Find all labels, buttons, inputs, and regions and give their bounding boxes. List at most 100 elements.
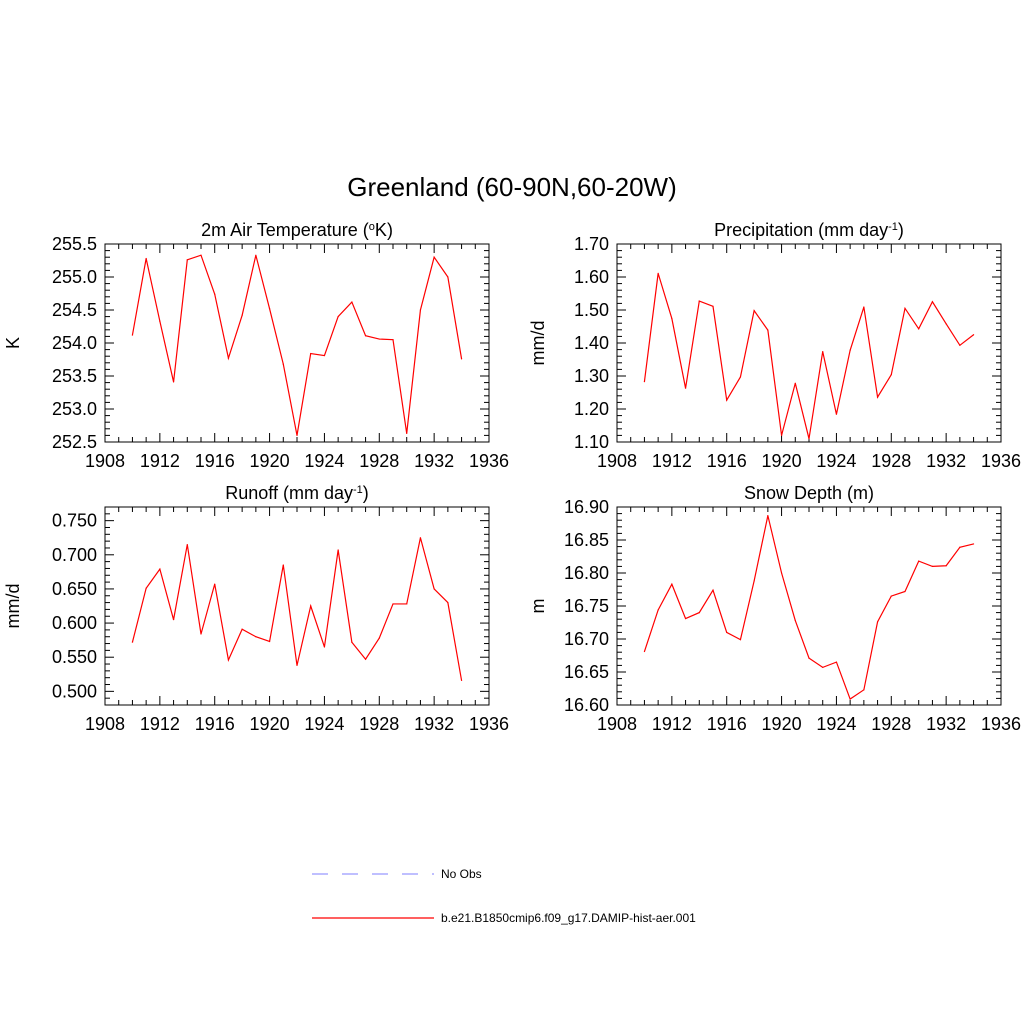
data-point (214, 293, 216, 295)
y-tick-label: 1.20 (574, 399, 609, 419)
data-point (876, 621, 879, 623)
data-point (392, 603, 394, 605)
data-point (643, 381, 646, 383)
x-tick-label: 1912 (140, 451, 180, 471)
data-point (835, 661, 838, 663)
data-point (378, 338, 380, 340)
data-point (780, 572, 783, 574)
data-point (684, 617, 687, 620)
x-tick-label: 1908 (597, 451, 637, 471)
data-point (739, 639, 742, 641)
series-line-runoff (131, 537, 463, 681)
data-point (351, 301, 353, 303)
data-point (822, 350, 824, 353)
series-line-temperature (131, 254, 463, 436)
data-point (739, 376, 742, 378)
x-tick-label: 1924 (304, 451, 344, 471)
data-point (959, 546, 961, 548)
data-point (945, 565, 947, 567)
x-tick-label: 1920 (250, 451, 290, 471)
x-tick-label: 1936 (981, 714, 1021, 734)
y-tick-label: 16.80 (564, 563, 609, 583)
data-point (684, 387, 687, 389)
data-point (282, 363, 284, 365)
y-axis-label: mm/d (3, 584, 23, 629)
data-point (214, 583, 216, 585)
panel-title: Precipitation (mm day-1) (714, 220, 904, 240)
x-tick-label: 1928 (359, 451, 399, 471)
plot-frame (104, 243, 490, 443)
legend: No Obs b.e21.B1850cmip6.f09_g17.DAMIP-his… (312, 867, 696, 925)
y-tick-label: 1.70 (574, 234, 609, 254)
y-tick-label: 16.75 (564, 596, 609, 616)
data-point (145, 587, 147, 589)
data-point (186, 259, 188, 261)
data-point (726, 399, 728, 401)
y-tick-label: 1.40 (574, 333, 609, 353)
panel-title: Snow Depth (m) (744, 483, 874, 503)
x-tick-label: 1912 (652, 714, 692, 734)
x-tick-label: 1932 (414, 451, 454, 471)
data-point (767, 329, 769, 331)
series-line-snow-depth (643, 515, 974, 700)
x-tick-label: 1932 (414, 714, 454, 734)
data-point (296, 434, 298, 436)
data-point (753, 580, 755, 582)
x-tick-label: 1916 (195, 451, 235, 471)
panel-title: 2m Air Temperature (oK) (201, 220, 393, 240)
data-point (794, 619, 796, 622)
panel-grid: 2m Air Temperature (oK) K 1908 1912 1916 1920… (3, 220, 1021, 734)
data-point (364, 658, 367, 660)
data-point (712, 589, 714, 591)
data-point (794, 382, 796, 384)
data-point (904, 590, 906, 593)
data-point (698, 300, 700, 302)
data-point (447, 276, 449, 278)
data-point (890, 595, 892, 597)
y-axis-label: m (528, 599, 548, 614)
data-point (131, 641, 134, 643)
data-point (310, 605, 312, 607)
data-point (945, 323, 947, 325)
y-tick-label: 16.65 (564, 662, 609, 682)
data-point (918, 560, 920, 562)
data-point (904, 307, 906, 309)
x-tick-label: 1912 (140, 714, 180, 734)
x-tick-label: 1932 (926, 714, 966, 734)
legend-entry-model: b.e21.B1850cmip6.f09_g17.DAMIP-hist-aer.… (312, 911, 696, 925)
data-point (241, 628, 243, 630)
x-tick-label: 1916 (707, 451, 747, 471)
y-tick-label: 1.10 (574, 432, 609, 452)
data-point (671, 583, 673, 585)
y-tick-label: 255.0 (52, 267, 97, 287)
data-point (822, 666, 824, 668)
data-point (808, 657, 810, 659)
data-point (159, 320, 161, 322)
x-tick-label: 1924 (816, 714, 856, 734)
data-point (186, 543, 188, 546)
data-point (200, 254, 202, 256)
series-line-precipitation (643, 273, 974, 439)
data-point (131, 334, 134, 336)
plot-frame (616, 243, 1002, 443)
y-tick-label: 252.5 (52, 432, 97, 452)
legend-entry-obs: No Obs (312, 867, 482, 881)
data-point (931, 301, 934, 303)
data-point (227, 357, 230, 359)
x-tick-label: 1908 (85, 714, 125, 734)
data-point (849, 349, 851, 351)
data-point (200, 633, 202, 635)
y-tick-label: 0.750 (52, 511, 97, 531)
panel-temperature: 2m Air Temperature (oK) K 1908 1912 1916 1920… (3, 220, 509, 471)
x-tick-label: 1924 (304, 714, 344, 734)
data-point (890, 374, 892, 376)
data-point (657, 609, 659, 611)
data-point (241, 314, 243, 316)
y-tick-label: 16.85 (564, 530, 609, 550)
y-tick-label: 1.60 (574, 267, 609, 287)
data-point (255, 636, 257, 638)
y-tick-label: 0.650 (52, 579, 97, 599)
x-tick-label: 1920 (762, 451, 802, 471)
panel-runoff: Runoff (mm day-1) mm/d 1908 1912 1916 1920 192… (3, 483, 509, 734)
